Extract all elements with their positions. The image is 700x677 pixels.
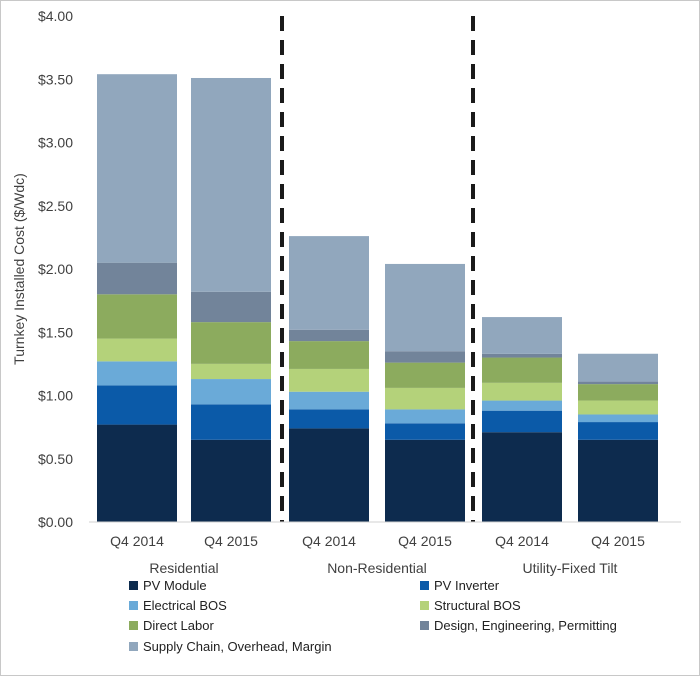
y-tick-label: $1.00 (38, 388, 73, 404)
bar-segment (191, 379, 271, 405)
y-tick-label: $2.50 (38, 198, 73, 214)
bar-segment (289, 368, 369, 392)
legend-label: Electrical BOS (143, 598, 227, 613)
y-tick-label: $3.00 (38, 135, 73, 151)
legend-label: Supply Chain, Overhead, Margin (143, 639, 332, 654)
legend-swatch (129, 601, 138, 610)
legend-label: PV Inverter (434, 578, 500, 593)
legend: PV Module PV Inverter Electrical BOS Struct… (129, 578, 617, 654)
bar-segment (578, 414, 658, 423)
bar-segment (97, 361, 177, 386)
y-axis-title: Turnkey Installed Cost ($/Wdc) (11, 173, 27, 365)
bar-segment (97, 338, 177, 362)
bar-segment (191, 77, 271, 292)
x-tick-label: Q4 2014 (495, 533, 549, 549)
legend-swatch (420, 581, 429, 590)
legend-label: PV Module (143, 578, 207, 593)
bar-segment (482, 400, 562, 411)
bar-segment (482, 317, 562, 354)
bar-segment (482, 382, 562, 401)
bar-segment (578, 422, 658, 440)
bar-segment (385, 263, 465, 352)
legend-label: Structural BOS (434, 598, 521, 613)
group-label: Non-Residential (327, 560, 427, 576)
x-axis-category-labels: Q4 2014 Q4 2015 Q4 2014 Q4 2015 Q4 2014 Q4 20… (110, 533, 645, 549)
x-tick-label: Q4 2015 (591, 533, 645, 549)
bar-segment (289, 341, 369, 369)
y-tick-label: $1.50 (38, 324, 73, 340)
bar-segment (97, 385, 177, 425)
bar-segment (97, 424, 177, 522)
bar-segment (578, 353, 658, 382)
legend-swatch (420, 621, 429, 630)
legend-swatch (129, 621, 138, 630)
bar-segment (385, 362, 465, 388)
bar-segment (289, 428, 369, 522)
bar-segment (385, 439, 465, 522)
y-tick-label: $0.00 (38, 514, 73, 530)
bar-segment (578, 400, 658, 415)
y-tick-label: $0.50 (38, 451, 73, 467)
bar-segment (191, 439, 271, 522)
x-tick-label: Q4 2015 (398, 533, 452, 549)
group-dividers (280, 16, 475, 522)
y-tick-label: $3.50 (38, 71, 73, 87)
x-tick-label: Q4 2015 (204, 533, 258, 549)
bar-segment (289, 391, 369, 410)
x-tick-label: Q4 2014 (302, 533, 356, 549)
bar-segment (482, 432, 562, 522)
bar-segment (289, 409, 369, 429)
bar-segment (385, 351, 465, 363)
legend-swatch (129, 642, 138, 651)
x-tick-label: Q4 2014 (110, 533, 164, 549)
bar-segment (191, 363, 271, 380)
legend-swatch (420, 601, 429, 610)
bar-segment (97, 74, 177, 263)
bar-segment (385, 423, 465, 440)
legend-label: Direct Labor (143, 618, 214, 633)
bar-segment (97, 294, 177, 339)
bar-segment (191, 291, 271, 323)
bar-segment (289, 236, 369, 330)
bar-segment (578, 384, 658, 401)
bar-segment (289, 329, 369, 342)
y-tick-label: $2.00 (38, 261, 73, 277)
bars (97, 74, 658, 522)
bar-segment (191, 404, 271, 440)
group-label: Utility-Fixed Tilt (523, 560, 618, 576)
bar-segment (482, 410, 562, 433)
bar-segment (482, 357, 562, 383)
bar-segment (191, 322, 271, 364)
x-axis-group-labels: Residential Non-Residential Utility-Fixed … (149, 560, 617, 576)
bar-segment (385, 387, 465, 410)
group-label: Residential (149, 560, 218, 576)
bar-segment (385, 409, 465, 424)
legend-label: Design, Engineering, Permitting (434, 618, 617, 633)
bar-segment (578, 381, 658, 385)
legend-swatch (129, 581, 138, 590)
bar-segment (97, 262, 177, 295)
bar-segment (482, 353, 562, 358)
y-tick-label: $4.00 (38, 8, 73, 24)
bar-segment (578, 439, 658, 522)
y-axis-ticks: $0.00 $0.50 $1.00 $1.50 $2.00 $2.50 $3.00 $3.50… (38, 8, 73, 530)
